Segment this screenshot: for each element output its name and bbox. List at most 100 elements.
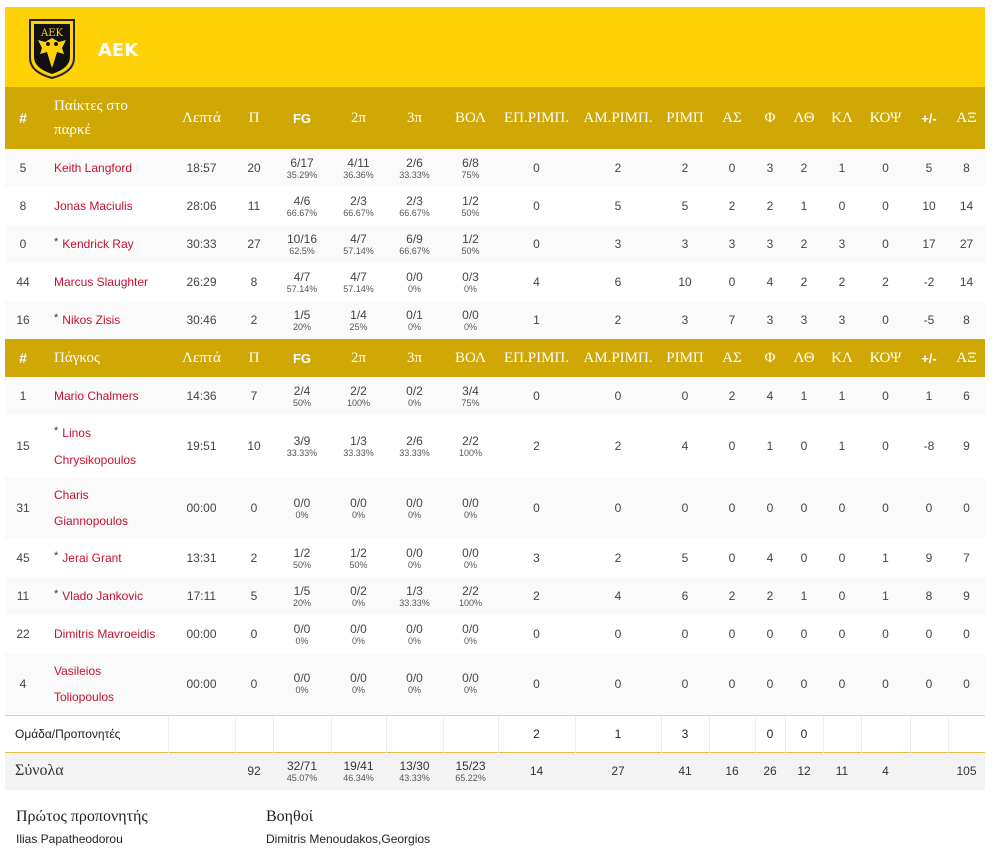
- stat-to: 0: [785, 653, 823, 715]
- stat-blk: 0: [861, 653, 910, 715]
- player-name[interactable]: Mario Chalmers: [41, 377, 168, 415]
- stat-reb: 5: [681, 199, 689, 213]
- player-name-link[interactable]: Giannopoulos: [54, 514, 129, 528]
- stat-ast: 2: [709, 377, 755, 415]
- stat-to: 2: [785, 225, 823, 263]
- team-stat-pf: 0: [754, 714, 785, 752]
- stat-ast: 2: [728, 199, 736, 213]
- stat-pts: 2: [235, 301, 273, 339]
- stat-pf: 4: [755, 377, 785, 415]
- table-row: 45 * Jerai Grant 13:31 2 1/2 50% 1/2 50% 0/0 0% 0/0…: [5, 539, 985, 577]
- stat-blk: 0: [861, 477, 910, 539]
- stat-ast: 0: [709, 149, 755, 187]
- column-header: ΑΣ: [709, 87, 755, 149]
- player-name-link[interactable]: Vasileios: [54, 663, 102, 678]
- player-name-link[interactable]: Keith Langford: [54, 161, 133, 175]
- player-name-link[interactable]: Marcus Slaughter: [54, 275, 149, 289]
- table-row: 16 * Nikos Zisis 30:46 2 1/5 20% 1/4 25% 0/1 0% 0/0…: [5, 301, 985, 339]
- column-header: ΑΜ.ΡΙΜΠ.: [575, 339, 661, 377]
- stat-min: 13:31: [186, 551, 217, 565]
- empty-cell: [234, 714, 273, 752]
- table-row: 22 Dimitris Mavroeidis 00:00 0 0/0 0% 0/0 0% 0/0…: [5, 615, 985, 653]
- shot-made-attempted: 2/2: [462, 583, 479, 598]
- shot-cell: 1/2 50%: [443, 187, 498, 225]
- player-name-link[interactable]: Toliopoulos: [54, 689, 115, 704]
- table-row: 4 Vasileios Toliopoulos 00:00 0 0/0 0% 0/0 0% 0/0…: [5, 653, 985, 715]
- shot-cell: 4/7 57.14%: [273, 263, 331, 301]
- shot-percentage: 33.33%: [343, 447, 374, 458]
- total-pf: 26: [755, 751, 785, 790]
- empty-cell: [442, 714, 498, 752]
- empty-cell: [860, 714, 910, 752]
- column-header: +/-: [910, 87, 948, 149]
- stat-pts: 5: [235, 577, 273, 615]
- player-name[interactable]: Jonas Maciulis: [41, 187, 168, 225]
- empty-cell: [272, 714, 331, 752]
- player-name[interactable]: * Vlado Jankovic: [41, 577, 168, 615]
- jersey-number: 1: [5, 377, 41, 415]
- stat-blk: 0: [882, 199, 889, 213]
- starter-star-icon: *: [54, 424, 59, 437]
- player-name-link[interactable]: Jerai Grant: [62, 550, 122, 565]
- player-name[interactable]: * Nikos Zisis: [41, 301, 168, 339]
- player-name[interactable]: Charis Giannopoulos: [41, 477, 168, 539]
- stat-to: 0: [800, 627, 808, 641]
- shot-made-attempted: 0/0: [462, 621, 479, 636]
- shot-percentage: 0%: [295, 509, 309, 520]
- stat-oreb: 0: [498, 653, 575, 715]
- player-name-link[interactable]: Linos: [62, 425, 91, 440]
- stat-pm: 1: [910, 377, 948, 415]
- stat-to: 1: [785, 577, 823, 615]
- stat-oreb: 1: [498, 301, 575, 339]
- stat-min: 26:29: [186, 275, 217, 289]
- player-name[interactable]: * Kendrick Ray: [41, 225, 168, 263]
- stat-reb: 0: [681, 627, 689, 641]
- shot-percentage: 75%: [461, 169, 480, 180]
- column-header: ΛΘ: [785, 339, 823, 377]
- shot-cell: 6/17 35.29%: [273, 149, 331, 187]
- shot-made-attempted: 15/23: [455, 758, 486, 773]
- player-name-link[interactable]: Charis: [54, 488, 89, 502]
- jersey-number: 45: [16, 551, 30, 565]
- jersey-number: 22: [16, 627, 30, 641]
- shot-percentage: 0%: [463, 283, 477, 294]
- player-name-link[interactable]: Chrysikopoulos: [54, 452, 137, 467]
- stat-eff: 0: [948, 477, 985, 539]
- player-name[interactable]: * Linos Chrysikopoulos: [41, 415, 168, 477]
- shot-made-attempted: 0/2: [350, 583, 367, 598]
- player-name-link[interactable]: Vlado Jankovic: [62, 588, 143, 603]
- total-eff: 105: [948, 751, 985, 790]
- stat-dreb: 0: [575, 377, 661, 415]
- shot-percentage: 0%: [407, 283, 421, 294]
- shot-cell: 0/3 0%: [443, 263, 498, 301]
- stat-eff: 9: [948, 577, 985, 615]
- stat-oreb: 2: [498, 577, 575, 615]
- shot-cell: 1/2 50%: [331, 539, 386, 577]
- player-name-link[interactable]: Jonas Maciulis: [54, 199, 133, 213]
- player-name[interactable]: Keith Langford: [41, 149, 168, 187]
- stat-blk: 0: [861, 301, 910, 339]
- player-name-link[interactable]: Nikos Zisis: [62, 312, 121, 327]
- stat-to: 1: [800, 199, 808, 213]
- stat-dreb: 5: [614, 199, 622, 213]
- player-name-link[interactable]: Kendrick Ray: [62, 236, 134, 251]
- team-stat-oreb: 2: [497, 714, 575, 752]
- player-name[interactable]: Dimitris Mavroeidis: [41, 615, 168, 653]
- shot-percentage: 50%: [292, 397, 311, 408]
- player-name[interactable]: Vasileios Toliopoulos: [41, 653, 168, 715]
- player-name-link[interactable]: Dimitris Mavroeidis: [54, 627, 156, 641]
- stat-stl: 0: [838, 199, 846, 213]
- total-blk: 4: [861, 751, 910, 790]
- player-name-link[interactable]: Mario Chalmers: [54, 389, 139, 403]
- shot-made-attempted: 1/2: [462, 193, 479, 208]
- jersey-number: 16: [5, 301, 41, 339]
- shot-percentage: 62.5%: [289, 245, 315, 256]
- player-name[interactable]: * Jerai Grant: [41, 539, 168, 577]
- shot-percentage: 57.14%: [286, 283, 318, 294]
- shot-made-attempted: 0/2: [406, 383, 423, 398]
- shot-cell: 2/2 100%: [331, 377, 386, 415]
- shot-made-attempted: 0/0: [406, 621, 423, 636]
- table-row: 5 Keith Langford 18:57 20 6/17 35.29% 4/11 36.3…: [5, 149, 985, 187]
- shot-cell: 6/8 75%: [443, 149, 498, 187]
- player-name[interactable]: Marcus Slaughter: [41, 263, 168, 301]
